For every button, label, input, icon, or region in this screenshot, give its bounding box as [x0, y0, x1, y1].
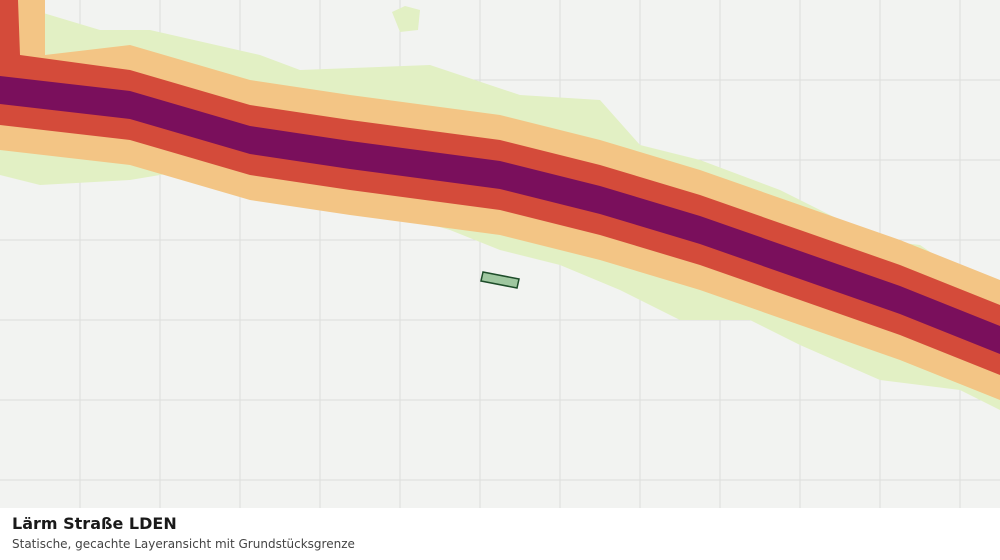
footer: Lärm Straße LDEN Statische, gecachte Lay… — [0, 508, 1000, 560]
map-subtitle: Statische, gecachte Layeransicht mit Gru… — [12, 537, 355, 551]
noise-zone-very-high — [0, 76, 1000, 354]
map — [0, 0, 1000, 508]
map-title: Lärm Straße LDEN — [12, 514, 177, 533]
parcel-boundary[interactable] — [480, 271, 520, 289]
noise-zones — [0, 0, 1000, 410]
noise-zone-low-island — [392, 6, 420, 32]
